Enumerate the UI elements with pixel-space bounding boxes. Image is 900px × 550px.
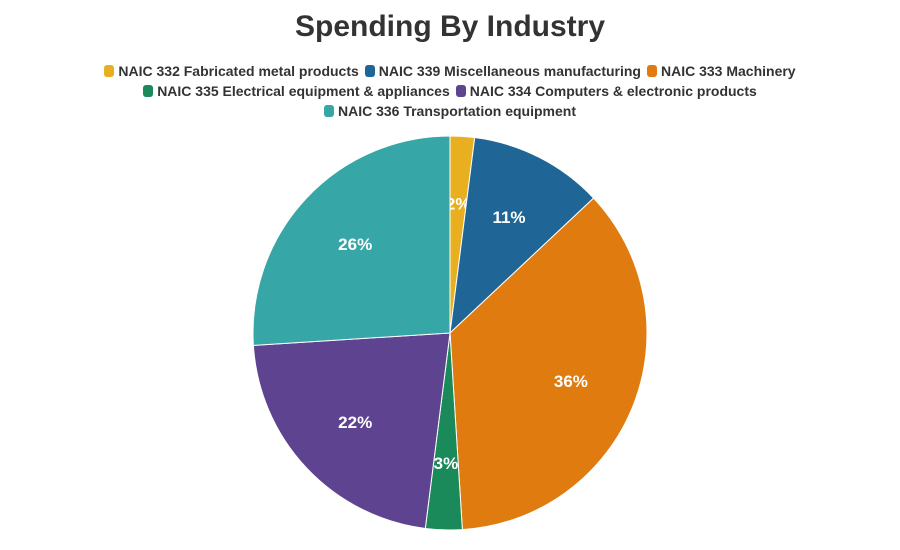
legend-item[interactable]: NAIC 339 Miscellaneous manufacturing bbox=[364, 62, 641, 80]
legend-label: NAIC 332 Fabricated metal products bbox=[118, 63, 359, 79]
legend-item[interactable]: NAIC 333 Machinery bbox=[646, 62, 796, 80]
slice-data-label: 3% bbox=[434, 454, 459, 473]
slice-data-label: 2% bbox=[446, 194, 471, 213]
legend-swatch bbox=[364, 65, 375, 77]
legend-swatch bbox=[323, 105, 334, 117]
legend-label: NAIC 334 Computers & electronic products bbox=[469, 83, 757, 99]
slice-data-label: 11% bbox=[492, 208, 525, 227]
slice-data-label: 36% bbox=[554, 372, 588, 391]
legend-swatch bbox=[455, 85, 466, 97]
pie-slice[interactable] bbox=[449, 136, 595, 335]
chart-legend: NAIC 332 Fabricated metal products NAIC 3… bbox=[90, 62, 810, 120]
legend-label: NAIC 333 Machinery bbox=[660, 63, 796, 79]
slice-data-label: 26% bbox=[338, 235, 372, 254]
legend-label: NAIC 339 Miscellaneous manufacturing bbox=[378, 63, 641, 79]
legend-swatch bbox=[104, 65, 115, 77]
legend-item[interactable]: NAIC 332 Fabricated metal products bbox=[104, 62, 359, 80]
legend-swatch bbox=[646, 65, 657, 77]
pie-slice[interactable] bbox=[449, 197, 648, 531]
chart-title: Spending By Industry bbox=[294, 10, 606, 43]
legend-item[interactable]: NAIC 335 Electrical equipment & applianc… bbox=[143, 82, 450, 100]
legend-item[interactable]: NAIC 334 Computers & electronic products bbox=[455, 82, 757, 100]
legend-item[interactable]: NAIC 336 Transportation equipment bbox=[323, 102, 577, 120]
pie-slice[interactable] bbox=[252, 135, 451, 346]
legend-label: NAIC 336 Transportation equipment bbox=[337, 103, 577, 119]
legend-swatch bbox=[143, 85, 154, 97]
legend-label: NAIC 335 Electrical equipment & applianc… bbox=[157, 83, 450, 99]
slice-data-label: 22% bbox=[338, 413, 372, 432]
pie-slice[interactable] bbox=[252, 332, 451, 530]
